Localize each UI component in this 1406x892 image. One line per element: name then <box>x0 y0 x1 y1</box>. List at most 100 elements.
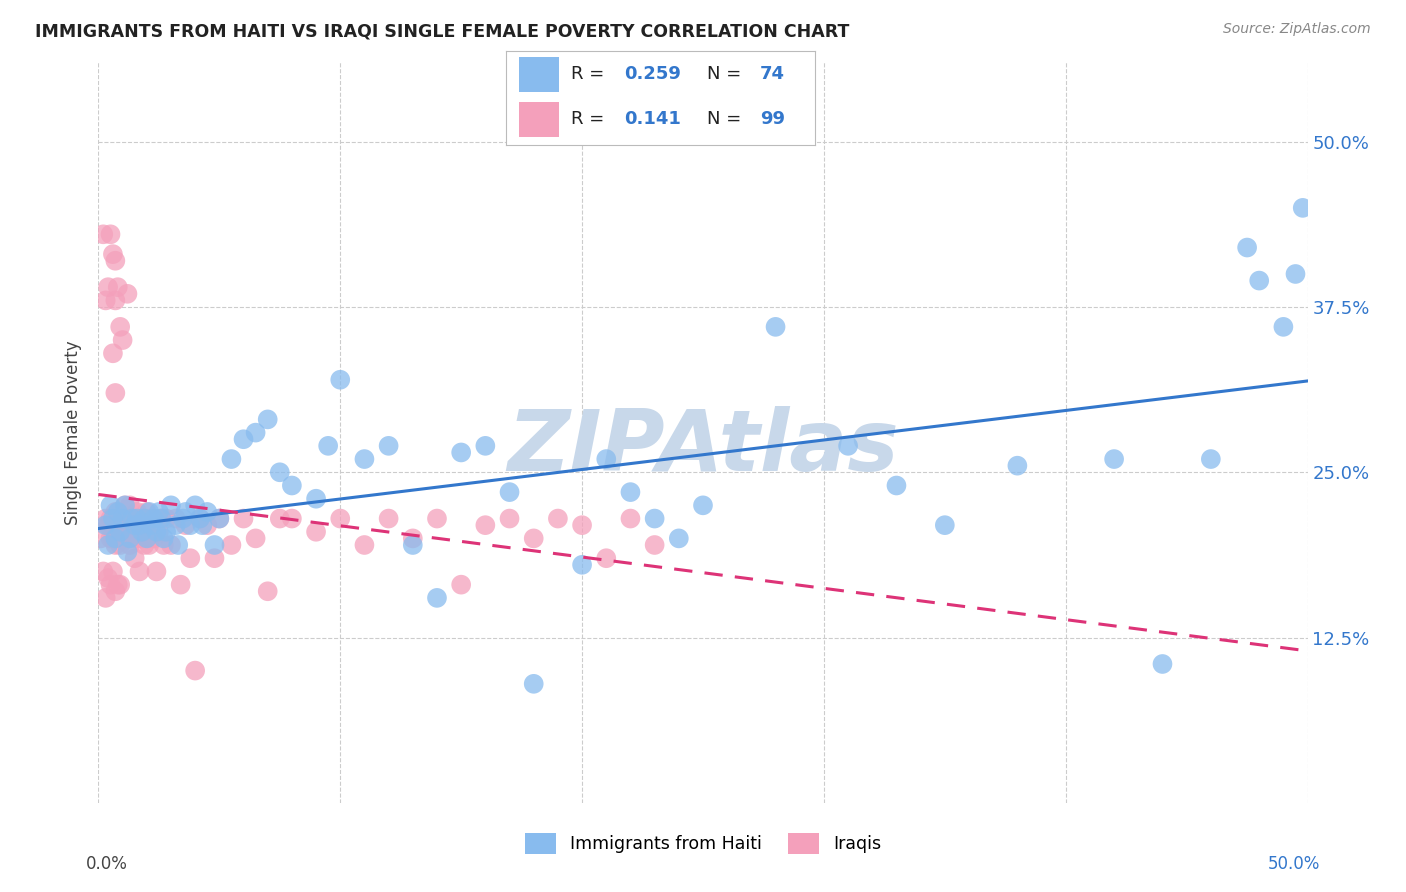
Point <box>160 499 183 513</box>
Point <box>141 511 163 525</box>
Text: R =: R = <box>571 111 616 128</box>
Point <box>127 532 149 546</box>
Point <box>169 577 191 591</box>
Point <box>114 532 136 546</box>
Point <box>108 511 131 525</box>
Point <box>134 511 156 525</box>
Point <box>107 280 129 294</box>
Point <box>692 499 714 513</box>
Point <box>353 538 375 552</box>
Point <box>121 511 143 525</box>
Point <box>131 532 153 546</box>
Point <box>108 524 131 539</box>
Point <box>97 571 120 585</box>
Point <box>104 253 127 268</box>
Point <box>523 532 546 546</box>
Point <box>131 524 153 539</box>
Point <box>474 439 496 453</box>
Point <box>619 511 641 525</box>
Point <box>886 478 908 492</box>
Point <box>1249 274 1271 288</box>
Point <box>208 511 231 525</box>
Point <box>523 677 546 691</box>
Point <box>104 505 127 519</box>
Point <box>934 518 956 533</box>
Point <box>571 518 593 533</box>
Legend: Immigrants from Haiti, Iraqis: Immigrants from Haiti, Iraqis <box>517 826 889 861</box>
Text: N =: N = <box>707 111 747 128</box>
Point <box>107 505 129 519</box>
Point <box>101 565 124 579</box>
Point <box>128 518 150 533</box>
Point <box>498 485 520 500</box>
Point <box>124 524 146 539</box>
Point <box>101 511 124 525</box>
Point <box>104 584 127 599</box>
Point <box>100 227 122 242</box>
Point <box>353 452 375 467</box>
Point <box>91 227 114 242</box>
Point <box>402 538 425 552</box>
Point <box>135 524 157 539</box>
Point <box>114 518 136 533</box>
Point <box>184 664 207 678</box>
Point <box>316 439 339 453</box>
Point <box>117 524 139 539</box>
Text: 0.141: 0.141 <box>624 111 681 128</box>
Point <box>160 538 183 552</box>
Point <box>117 511 139 525</box>
Text: N =: N = <box>707 65 747 83</box>
Point <box>100 532 122 546</box>
Point <box>91 565 114 579</box>
Point <box>644 511 666 525</box>
Point <box>179 518 201 533</box>
Point <box>100 499 122 513</box>
Point <box>118 538 141 552</box>
Text: IMMIGRANTS FROM HAITI VS IRAQI SINGLE FEMALE POVERTY CORRELATION CHART: IMMIGRANTS FROM HAITI VS IRAQI SINGLE FE… <box>35 22 849 40</box>
Point <box>114 499 136 513</box>
Point <box>305 491 328 506</box>
Point <box>571 558 593 572</box>
Point <box>111 532 134 546</box>
Point <box>269 465 291 479</box>
Point <box>204 551 226 566</box>
Point <box>1152 657 1174 671</box>
Point <box>141 518 163 533</box>
Point <box>117 286 139 301</box>
Point <box>94 518 117 533</box>
Point <box>107 577 129 591</box>
Point <box>188 511 211 525</box>
Point <box>121 511 143 525</box>
Point <box>135 505 157 519</box>
Point <box>118 499 141 513</box>
Point <box>131 511 153 525</box>
Point <box>450 445 472 459</box>
Point <box>104 293 127 308</box>
Point <box>1236 241 1258 255</box>
Point <box>221 452 243 467</box>
Point <box>127 505 149 519</box>
FancyBboxPatch shape <box>519 103 558 137</box>
Point <box>100 511 122 525</box>
Point <box>118 511 141 525</box>
Point <box>837 439 859 453</box>
Point <box>145 524 167 539</box>
Point <box>402 532 425 546</box>
Point <box>595 452 617 467</box>
Text: 0.0%: 0.0% <box>86 855 128 872</box>
Text: 50.0%: 50.0% <box>1267 855 1320 872</box>
Point <box>281 511 304 525</box>
Point <box>114 499 136 513</box>
Point <box>97 538 120 552</box>
Point <box>118 532 141 546</box>
Point <box>377 439 399 453</box>
Point <box>138 538 160 552</box>
Point <box>281 478 304 492</box>
Point <box>256 584 278 599</box>
Point <box>94 591 117 605</box>
Point <box>111 333 134 347</box>
Point <box>208 511 231 525</box>
Point <box>188 511 211 525</box>
Point <box>426 591 449 605</box>
Point <box>256 412 278 426</box>
